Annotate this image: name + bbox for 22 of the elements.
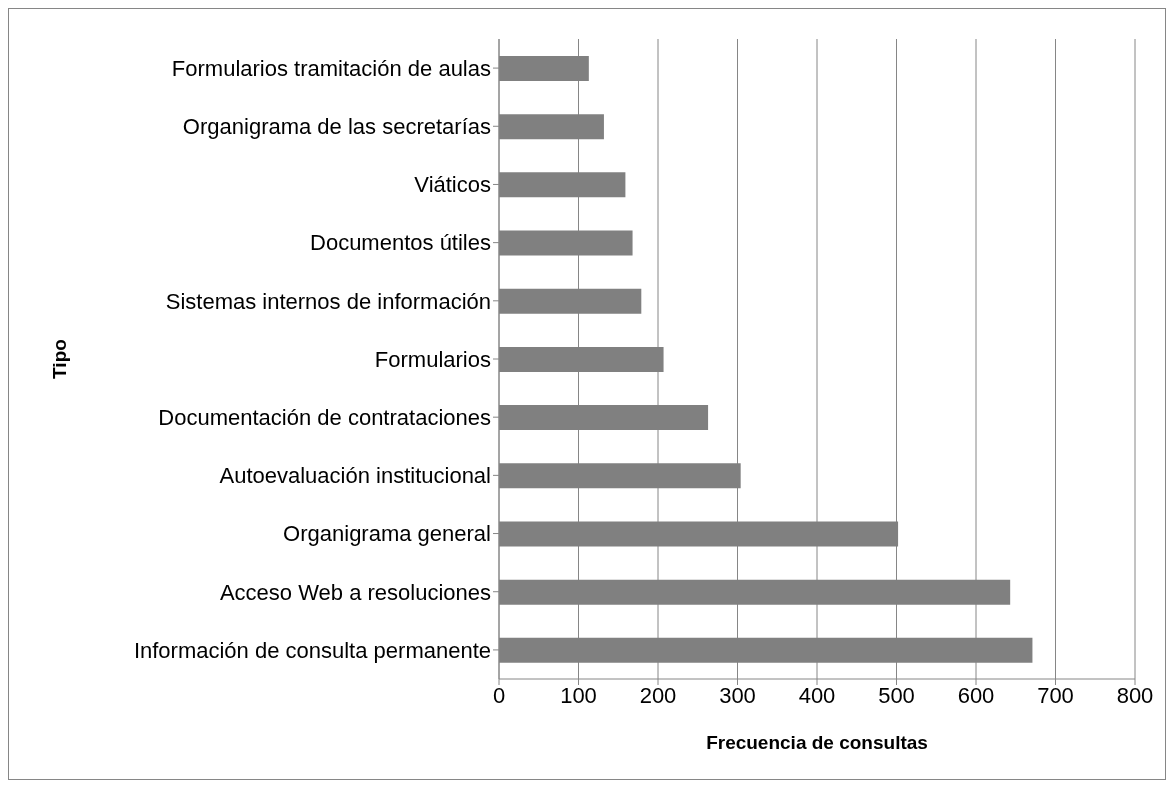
x-tick-label: 600 [957, 682, 995, 708]
y-tick-label: Documentos útiles [310, 230, 491, 256]
y-tick-label: Acceso Web a resoluciones [219, 579, 491, 605]
x-tick-label: 100 [560, 682, 597, 708]
x-tick-label: 300 [719, 682, 756, 708]
y-tick-label: Sistemas internos de información [165, 288, 491, 314]
y-tick-label: Autoevaluación institucional [219, 463, 491, 489]
y-tick-label: Formularios [374, 346, 491, 372]
y-axis-title: Tipo [48, 339, 70, 379]
x-axis-title: Frecuencia de consultas [706, 732, 928, 753]
x-tick-label: 800 [1116, 682, 1154, 708]
x-tick-label: 400 [798, 682, 836, 708]
x-tick-label: 200 [639, 682, 677, 708]
y-tick-label: Formularios tramitación de aulas [171, 55, 491, 81]
y-tick-label: Documentación de contrataciones [158, 404, 491, 430]
x-tick-label: 500 [878, 682, 915, 708]
y-tick-label: Organigrama general [283, 521, 491, 547]
y-tick-label: Información de consulta permanente [133, 637, 491, 663]
y-tick-label: Organigrama de las secretarías [182, 114, 491, 140]
x-tick-label: 0 [492, 682, 506, 708]
y-tick-label: Viáticos [414, 172, 491, 198]
x-tick-label: 700 [1037, 682, 1074, 708]
